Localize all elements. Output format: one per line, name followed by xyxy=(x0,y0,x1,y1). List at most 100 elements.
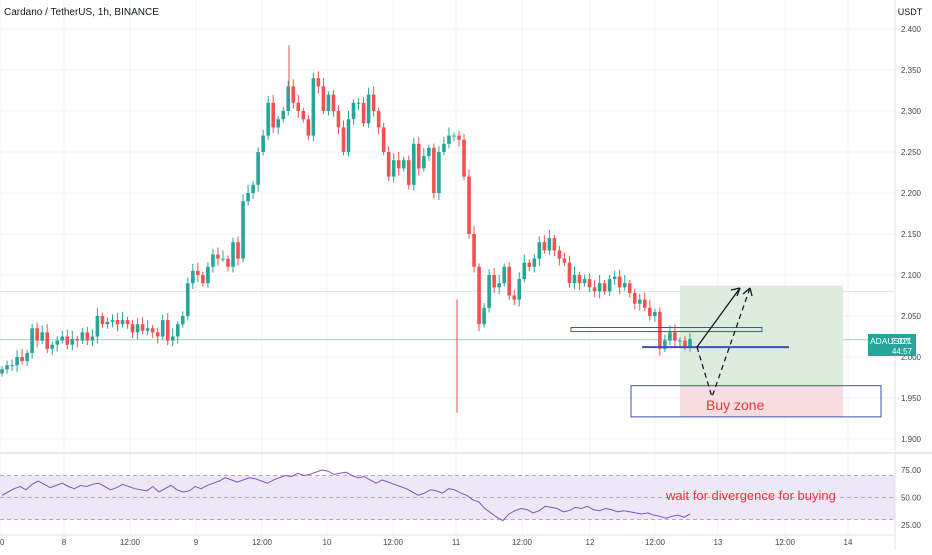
candle-body xyxy=(281,111,286,120)
time-tick-label: 12:00 xyxy=(645,538,666,547)
stop-zone[interactable] xyxy=(680,385,843,417)
candle-body xyxy=(80,332,85,341)
candle-body xyxy=(577,275,582,284)
candle-body xyxy=(361,102,366,124)
candle-body xyxy=(150,328,155,333)
candle-body xyxy=(502,266,506,284)
candle-body xyxy=(60,336,65,341)
candle-body xyxy=(135,324,140,333)
candle-body xyxy=(145,328,150,331)
candle-body xyxy=(522,262,527,280)
candle-body xyxy=(542,242,547,251)
candle-body xyxy=(567,262,572,284)
trade-zones xyxy=(680,285,843,417)
candle-body xyxy=(331,94,336,111)
candle-body xyxy=(658,311,662,349)
annotation-overlays xyxy=(570,287,882,418)
time-tick-label: 12 xyxy=(586,538,595,547)
target-zone[interactable] xyxy=(680,285,843,386)
dashed-arrow-head xyxy=(742,287,753,297)
price-tick-label: 2.150 xyxy=(901,230,922,239)
buy-zone-box[interactable] xyxy=(630,385,882,418)
candle-body xyxy=(231,242,235,267)
candle-body xyxy=(155,332,160,337)
candle-body xyxy=(311,78,316,136)
candle-body xyxy=(643,299,647,308)
candle-body xyxy=(622,283,627,288)
candle-body xyxy=(512,295,517,300)
time-tick-label: 12:00 xyxy=(512,538,533,547)
candle-body xyxy=(50,344,55,349)
candle-body xyxy=(65,336,70,345)
candle-body xyxy=(411,143,416,185)
dashed-path[interactable] xyxy=(696,287,751,400)
time-tick-label: 12:00 xyxy=(120,538,141,547)
candle-body xyxy=(85,332,90,341)
time-tick-label: 10 xyxy=(323,538,332,547)
candle-body xyxy=(321,86,326,111)
candle-body xyxy=(196,270,200,275)
candle-body xyxy=(10,365,14,367)
candle-body xyxy=(386,152,391,177)
candle-body xyxy=(341,127,346,152)
candle-body xyxy=(130,324,135,333)
candle-body xyxy=(492,275,496,288)
candle-body xyxy=(442,143,446,152)
candle-body xyxy=(301,111,306,120)
candle-body xyxy=(35,328,39,341)
time-tick-label: 8 xyxy=(62,538,67,547)
rsi-note: wait for divergence for buying xyxy=(665,488,836,503)
candle-body xyxy=(226,258,230,267)
price-tick-label: 2.350 xyxy=(901,66,922,75)
candle-body xyxy=(276,119,281,128)
candle-body xyxy=(597,283,602,292)
candle-body xyxy=(688,338,692,348)
candle-body xyxy=(100,316,105,325)
price-axis-currency: USDT xyxy=(898,7,923,17)
candle-body xyxy=(236,242,240,259)
candle-body xyxy=(30,328,34,353)
candle-body xyxy=(201,275,205,284)
candle-body xyxy=(175,324,180,337)
candle-body xyxy=(221,258,225,260)
candle-body xyxy=(637,299,642,304)
candle-body xyxy=(557,250,562,259)
rsi-line[interactable] xyxy=(1,469,691,522)
price-tick-label: 1.900 xyxy=(901,435,922,444)
candle-body xyxy=(683,340,687,348)
price-tick-label: 2.200 xyxy=(901,189,922,198)
candle-body xyxy=(527,262,532,267)
last-price-label: ADAUSDT 2.021 44:57 xyxy=(868,334,916,356)
candle-body xyxy=(648,307,652,316)
price-tick-label: 2.100 xyxy=(901,271,922,280)
buy-zone-label: Buy zone xyxy=(706,397,765,413)
resistance-box[interactable] xyxy=(570,326,763,333)
last-price-symbol: ADAUSDT xyxy=(870,336,911,346)
candle-body xyxy=(617,276,622,288)
candle-body xyxy=(351,102,356,120)
candle-body xyxy=(206,266,210,284)
candle-body xyxy=(346,119,351,152)
candle-body xyxy=(120,320,125,325)
price-tick-label: 2.000 xyxy=(901,353,922,362)
candle-body xyxy=(110,320,115,322)
candle-body xyxy=(20,357,24,362)
time-tick-label: 12:00 xyxy=(775,538,796,547)
candle-body xyxy=(45,332,49,349)
candle-body xyxy=(336,111,341,128)
candle-body xyxy=(90,336,95,341)
candle-body xyxy=(241,201,245,259)
price-tick-label: 2.400 xyxy=(901,25,922,34)
time-tick-label: 9 xyxy=(194,538,199,547)
candle-body xyxy=(452,135,456,137)
candle-body xyxy=(291,86,296,103)
candle-body xyxy=(592,287,597,292)
candle-body xyxy=(191,270,195,284)
candle-body xyxy=(70,338,75,345)
candle-body xyxy=(381,127,386,152)
up-arrow[interactable] xyxy=(696,287,741,348)
candles xyxy=(0,45,692,413)
candle-body xyxy=(140,324,145,331)
